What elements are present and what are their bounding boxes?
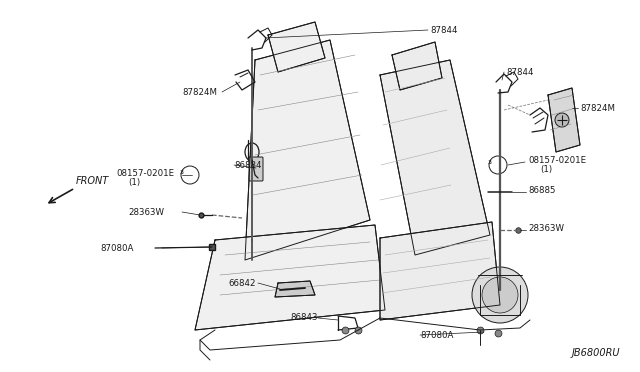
Polygon shape xyxy=(548,88,580,152)
Text: 86884: 86884 xyxy=(234,160,262,170)
Circle shape xyxy=(555,113,569,127)
Circle shape xyxy=(181,166,199,184)
FancyBboxPatch shape xyxy=(249,157,263,181)
Text: 87080A: 87080A xyxy=(420,330,453,340)
Text: (1): (1) xyxy=(128,177,140,186)
Text: 08157-0201E: 08157-0201E xyxy=(528,155,586,164)
Polygon shape xyxy=(380,222,500,320)
Polygon shape xyxy=(380,60,490,255)
Text: 87824M: 87824M xyxy=(580,103,615,112)
Text: 28363W: 28363W xyxy=(528,224,564,232)
Text: 86885: 86885 xyxy=(528,186,556,195)
Text: 87844: 87844 xyxy=(430,26,458,35)
Text: JB6800RU: JB6800RU xyxy=(572,348,620,358)
Text: FRONT: FRONT xyxy=(76,176,109,186)
Text: 28363W: 28363W xyxy=(128,208,164,217)
Polygon shape xyxy=(245,40,370,260)
Polygon shape xyxy=(195,225,385,330)
Text: ³: ³ xyxy=(179,170,183,180)
Circle shape xyxy=(472,267,528,323)
Polygon shape xyxy=(392,42,442,90)
Circle shape xyxy=(482,277,518,313)
Text: 08157-0201E: 08157-0201E xyxy=(116,169,174,177)
Text: ³: ³ xyxy=(487,160,491,170)
Polygon shape xyxy=(268,22,325,72)
Text: 87080A: 87080A xyxy=(100,244,133,253)
Polygon shape xyxy=(275,281,315,297)
Text: 66842: 66842 xyxy=(228,279,255,288)
Text: (1): (1) xyxy=(540,164,552,173)
Text: 86843: 86843 xyxy=(290,314,317,323)
Text: 87844: 87844 xyxy=(506,67,534,77)
Text: 87824M: 87824M xyxy=(182,87,217,96)
Circle shape xyxy=(489,156,507,174)
